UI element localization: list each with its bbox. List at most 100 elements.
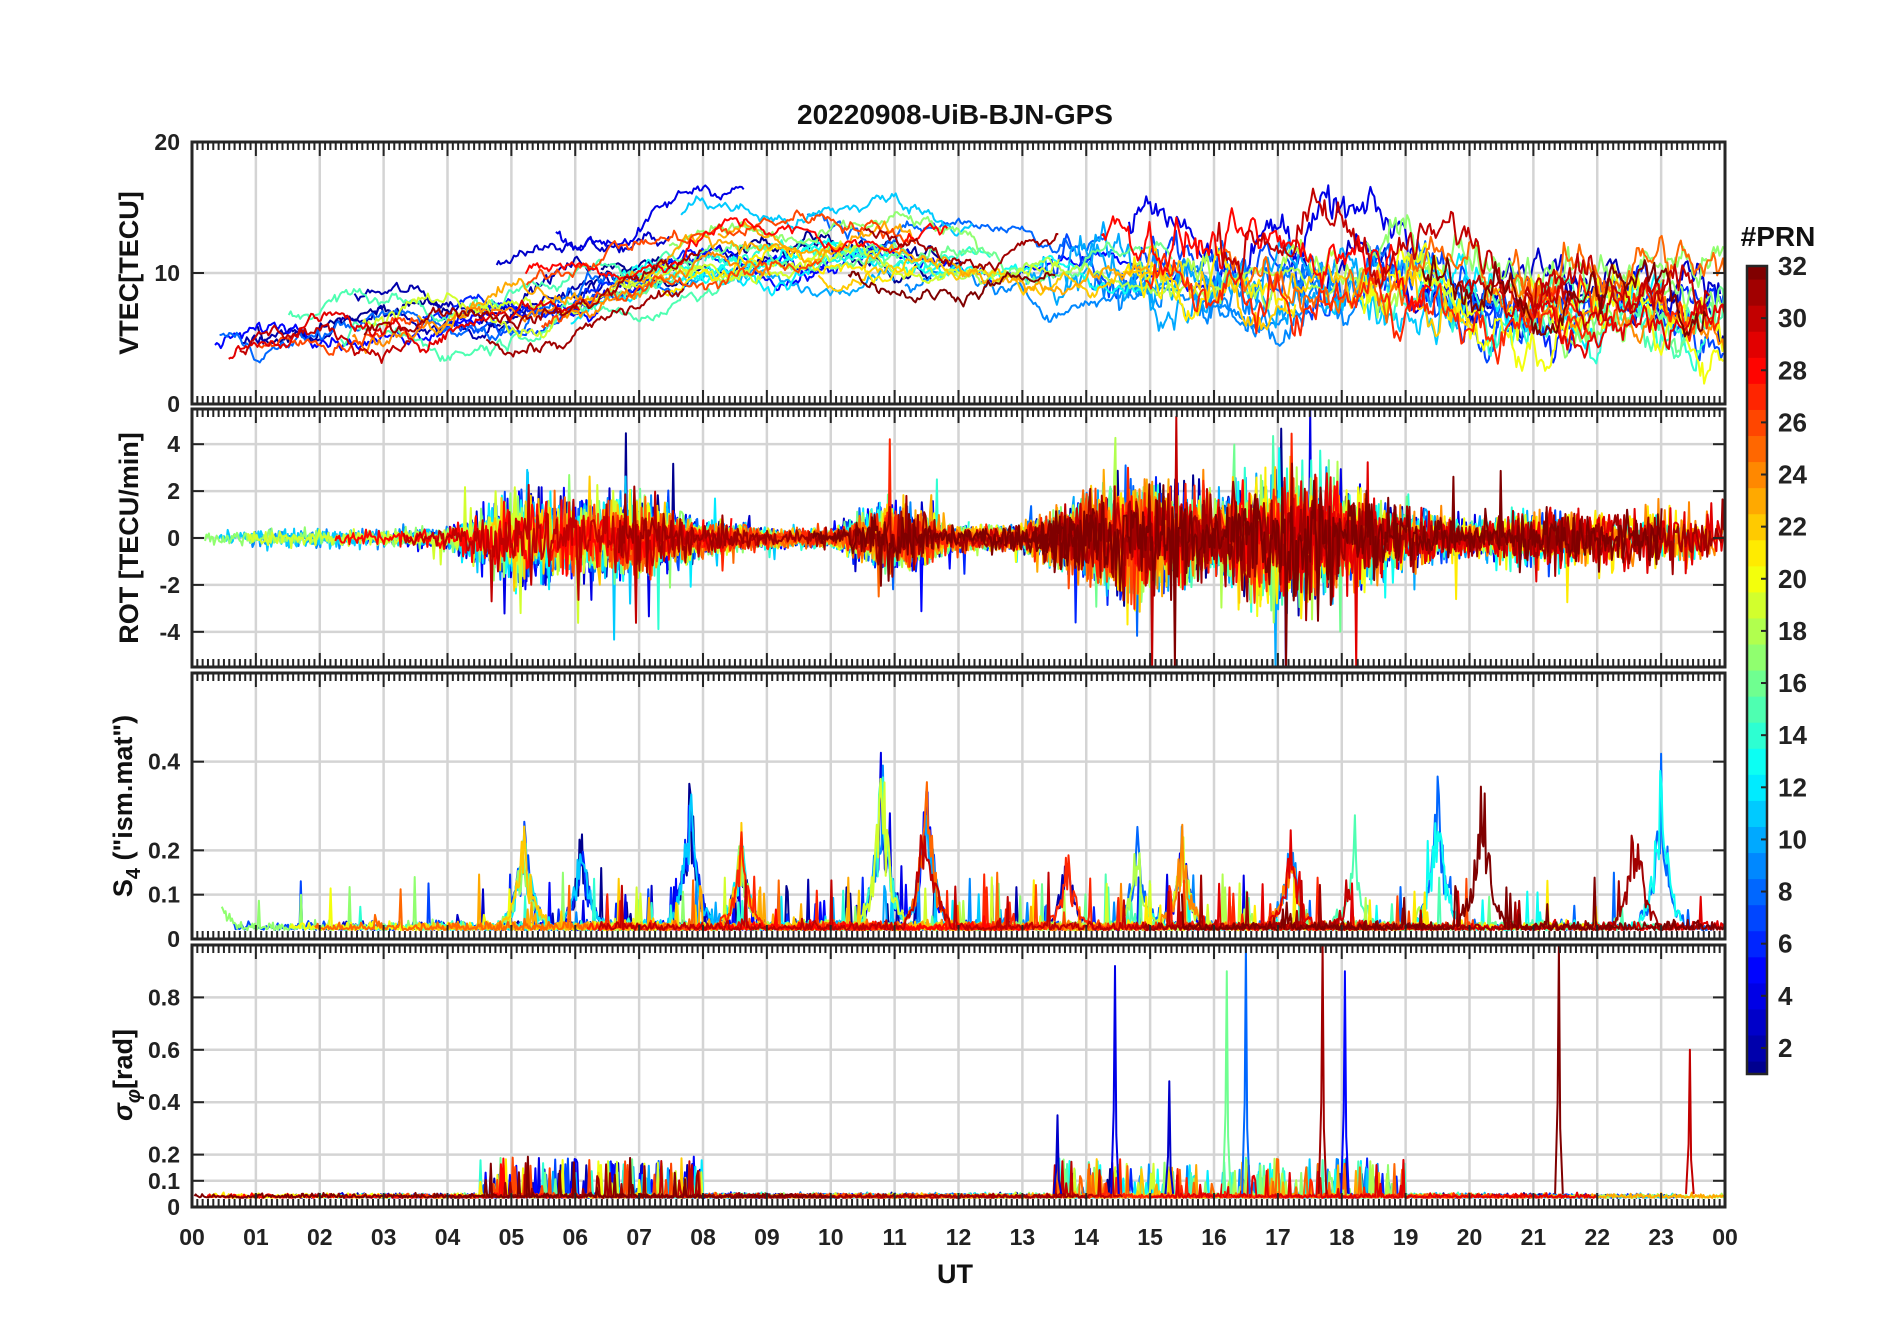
- vtec-series-line: [524, 217, 949, 281]
- x-tick-label: 16: [1201, 1224, 1227, 1250]
- colorbar-swatch: [1747, 266, 1767, 280]
- panel-rot: -4 -2 0 2 4: [160, 407, 1727, 669]
- x-minor-ticks: [191, 945, 1726, 1208]
- panel-vtec: 0 10 20: [154, 129, 1727, 417]
- colorbar-tick-label: 32: [1778, 251, 1807, 281]
- x-tick-label: 07: [626, 1224, 652, 1250]
- colorbar-swatch: [1747, 878, 1767, 906]
- y-tick-label: 2: [167, 478, 180, 504]
- colorbar-swatch: [1747, 617, 1767, 645]
- x-axis-label: UT: [937, 1259, 973, 1289]
- colorbar-tick-label: 26: [1778, 407, 1807, 437]
- vtec-series-line: [1216, 187, 1665, 319]
- y-tick-label: 0.2: [148, 1142, 180, 1168]
- vtec-series-line: [904, 265, 1311, 331]
- vtec-series-line: [239, 323, 411, 364]
- vtec-series-line: [361, 292, 546, 327]
- colorbar-swatch: [1747, 409, 1767, 437]
- axes-frame: [190, 140, 1727, 406]
- x-tick-label: 22: [1584, 1224, 1610, 1250]
- colorbar-swatch: [1747, 331, 1767, 358]
- vtec-series-line: [555, 184, 745, 252]
- chart-title: 20220908-UiB-BJN-GPS: [797, 99, 1113, 130]
- colorbar-swatch: [1747, 748, 1767, 775]
- vtec-series-line: [681, 267, 895, 298]
- y-tick-label: 0.1: [148, 1168, 180, 1194]
- colorbar-swatch: [1747, 435, 1767, 463]
- colorbar-swatch: [1747, 1008, 1767, 1036]
- y-tick-label: 0: [167, 926, 180, 952]
- colorbar-tick-label: 14: [1778, 720, 1807, 750]
- y-tick-label: 4: [167, 431, 180, 457]
- vtec-series-line: [597, 241, 908, 301]
- x-tick-label: 20: [1457, 1224, 1483, 1250]
- vtec-series-line: [863, 243, 1165, 296]
- vtec-series-line: [1366, 214, 1725, 309]
- y-tick-label: 0: [167, 525, 180, 551]
- x-tick-label: 05: [499, 1224, 525, 1250]
- rot-series-line: [1027, 469, 1663, 668]
- sigma-peak-line: [1052, 1114, 1063, 1195]
- axes-frame: [190, 407, 1727, 669]
- colorbar-tick-label: 12: [1778, 772, 1807, 802]
- vtec-series-line: [680, 192, 974, 237]
- colorbar-border: [1745, 264, 1769, 1076]
- vtec-series-line: [1100, 207, 1432, 313]
- grid: [192, 945, 1725, 1207]
- x-tick-label: 13: [1010, 1224, 1036, 1250]
- colorbar-swatch: [1747, 305, 1767, 332]
- colorbar-tick-label: 20: [1778, 564, 1807, 594]
- y-tick-label: 0.4: [148, 749, 180, 775]
- x-minor-ticks: [191, 141, 1726, 405]
- y-tick-label: -2: [160, 572, 180, 598]
- colorbar-swatch: [1747, 539, 1767, 567]
- colorbar-swatch: [1747, 279, 1767, 306]
- colorbar-swatch: [1747, 826, 1767, 854]
- colorbar-tick-label: 6: [1778, 929, 1792, 959]
- colorbar-swatch: [1747, 357, 1767, 384]
- sigma-peak-line: [1685, 1048, 1695, 1194]
- sigma-series-line: [1149, 1158, 1598, 1199]
- vtec-series-line: [1421, 254, 1707, 338]
- vtec-series-line: [540, 259, 822, 329]
- colorbar-swatch: [1747, 591, 1767, 619]
- colorbar-swatch: [1747, 696, 1767, 723]
- vtec-series-line: [485, 287, 685, 358]
- x-minor-ticks: [191, 409, 1726, 667]
- vtec-series-line: [449, 248, 843, 339]
- x-tick-label: 00: [1712, 1224, 1738, 1250]
- x-tick-label: 17: [1265, 1224, 1291, 1250]
- x-tick-label: 08: [690, 1224, 716, 1250]
- x-tick-label: 00: [179, 1224, 205, 1250]
- vtec-series-line: [1529, 296, 1726, 359]
- series-group: [204, 408, 1726, 668]
- panel-s4: 0 0.1 0.2 0.4: [148, 671, 1727, 952]
- colorbar-swatch: [1747, 774, 1767, 801]
- sigma-peak-line: [1221, 970, 1232, 1194]
- colorbar-swatch: [1747, 565, 1767, 593]
- x-tick-label: 11: [882, 1224, 907, 1250]
- vtec-series-line: [1145, 244, 1477, 338]
- sigma-peak-line: [1340, 970, 1350, 1194]
- vtec-series-line: [1457, 263, 1710, 331]
- y-tick-label: 10: [154, 260, 180, 286]
- series-group: [193, 944, 1725, 1199]
- panel-sigma-phi: 00.10.2 0.4 0.6 0.8: [148, 943, 1727, 1220]
- x-tick-label: 06: [562, 1224, 588, 1250]
- colorbar-tick-label: 4: [1778, 981, 1793, 1011]
- colorbar-swatch: [1747, 722, 1767, 749]
- vtec-y-label: VTEC[TECU]: [114, 191, 144, 355]
- colorbar-swatch: [1747, 643, 1767, 671]
- y-tick-label: 0.8: [148, 984, 180, 1010]
- colorbar-swatch: [1747, 956, 1767, 984]
- colorbar-swatch: [1747, 930, 1767, 958]
- x-tick-label: 04: [435, 1224, 461, 1250]
- vtec-series-line: [864, 227, 1059, 272]
- x-tick-label: 01: [243, 1224, 269, 1250]
- y-tick-label: 0: [167, 1194, 180, 1220]
- x-tick-label: 12: [946, 1224, 972, 1250]
- colorbar-swatch: [1747, 852, 1767, 880]
- series-group: [214, 184, 1726, 385]
- colorbar-swatch: [1747, 904, 1767, 932]
